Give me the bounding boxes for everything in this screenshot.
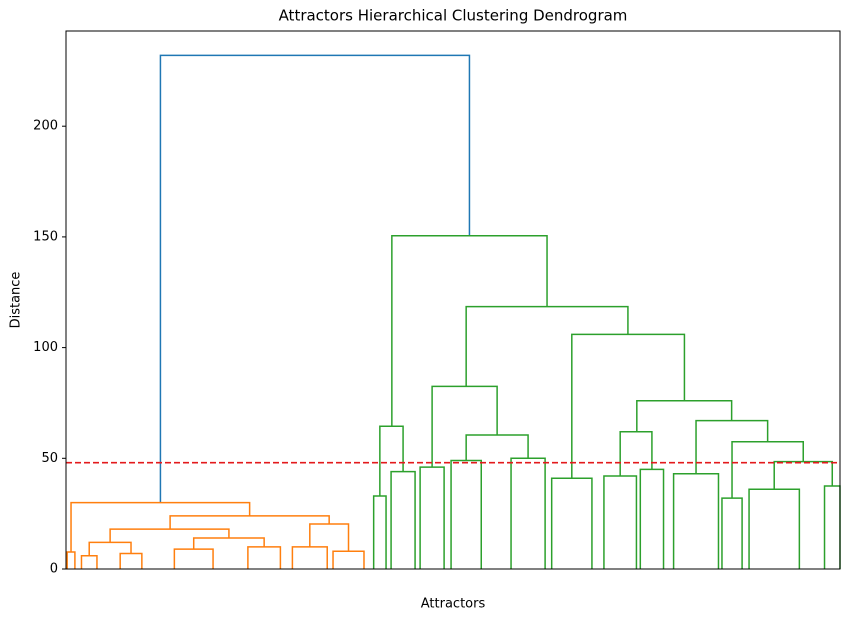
dendrogram-link (431, 385, 498, 468)
dendrogram-link (636, 399, 733, 432)
dendrogram-link (109, 528, 230, 543)
dendrogram-link (372, 495, 387, 569)
y-tick-label: 50 (41, 451, 58, 466)
x-axis-label: Attractors (421, 597, 486, 612)
dendrogram-link (247, 546, 282, 569)
dendrogram-link (773, 460, 834, 490)
dendrogram-link (119, 552, 143, 569)
dendrogram-link (379, 425, 404, 496)
y-tick-label: 150 (33, 229, 58, 244)
dendrogram-link (159, 54, 471, 503)
dendrogram-link (695, 419, 769, 474)
dendrogram-link (88, 541, 132, 556)
y-tick-label: 0 (50, 562, 58, 577)
dendrogram-link (571, 333, 686, 479)
chart-title: Attractors Hierarchical Clustering Dendr… (279, 7, 628, 25)
dendrogram-link (550, 477, 593, 569)
dendrogram-link (70, 501, 251, 552)
dendrogram-link (192, 537, 265, 550)
dendrogram-link (169, 515, 330, 530)
dendrogram-link (465, 434, 529, 461)
y-tick-label: 100 (33, 340, 58, 355)
dendrogram-link (619, 430, 653, 477)
dendrogram-link (465, 305, 629, 387)
y-axis-label: Distance (9, 272, 24, 329)
dendrogram-link (450, 459, 483, 569)
dendrogram-link (721, 497, 743, 569)
dendrogram-link (639, 468, 665, 569)
dendrogram-link (309, 523, 350, 552)
dendrogram-link (173, 548, 214, 569)
plot-frame (65, 30, 841, 570)
dendrogram-link (823, 485, 841, 569)
dendrogram-link (419, 466, 445, 569)
dendrogram-link (80, 554, 98, 569)
dendrogram-link (748, 488, 801, 569)
dendrogram-link (66, 551, 76, 569)
y-tick-label: 200 (33, 119, 58, 134)
dendrogram-link (731, 440, 804, 499)
dendrogram-link (603, 475, 638, 569)
dendrogram-link (291, 546, 328, 569)
dendrogram-link (390, 470, 416, 569)
dendrogram-link (391, 235, 548, 427)
dendrogram-link (672, 473, 720, 569)
dendrogram-link (332, 550, 365, 569)
dendrogram-link (510, 457, 546, 569)
